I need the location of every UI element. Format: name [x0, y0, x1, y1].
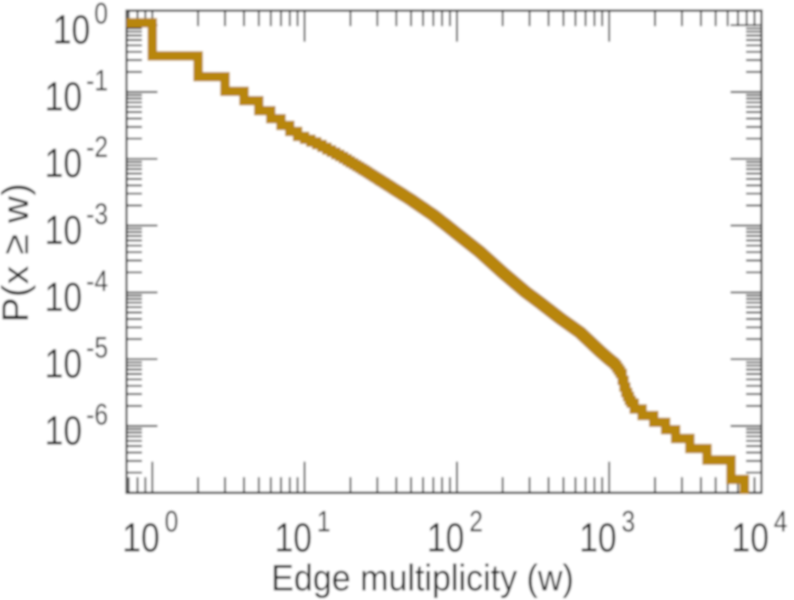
svg-text:P(x ≥ w): P(x ≥ w) [0, 183, 36, 322]
svg-text:102: 10 2 [427, 504, 483, 560]
svg-text:Edge multiplicity (w): Edge multiplicity (w) [271, 557, 574, 599]
svg-text:101: 10 1 [275, 504, 331, 560]
